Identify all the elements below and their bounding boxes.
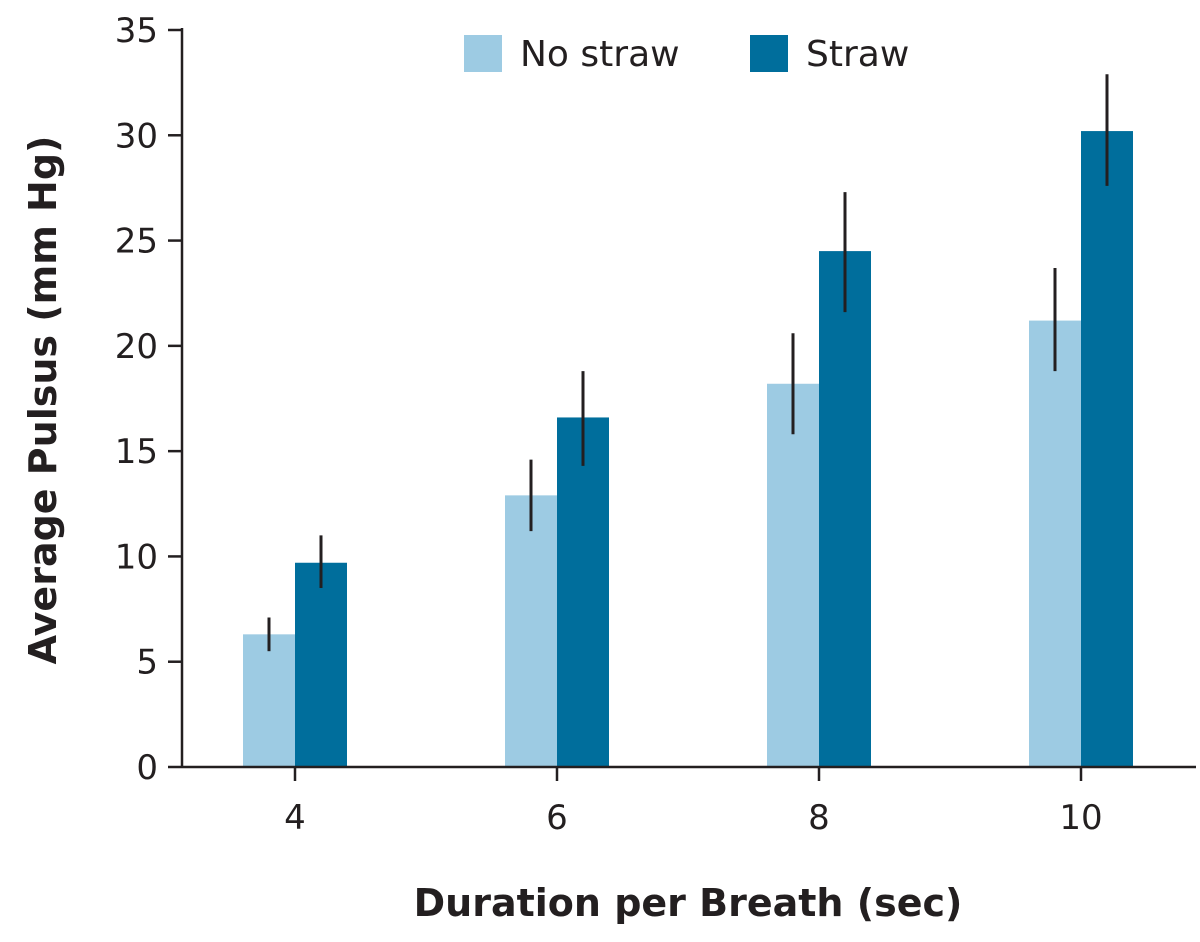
y-tick-label: 30 <box>115 116 158 156</box>
bar-straw-10 <box>1081 131 1133 767</box>
y-axis-ticks: 0 5 10 15 20 25 30 35 <box>115 11 182 788</box>
legend-label-no-straw: No straw <box>520 34 680 75</box>
error-bars-layer <box>267 74 1109 652</box>
y-axis-title: Average Pulsus (mm Hg) <box>21 136 65 665</box>
x-axis-title: Duration per Breath (sec) <box>414 881 963 925</box>
y-tick-label: 10 <box>115 537 158 577</box>
x-tick-label: 4 <box>284 798 306 838</box>
legend: No straw Straw <box>464 34 909 75</box>
x-axis-ticks: 4 6 8 10 <box>284 767 1103 838</box>
bar-no-straw-6 <box>505 495 557 767</box>
y-tick-label: 15 <box>115 432 158 472</box>
bar-no-straw-8 <box>767 383 819 767</box>
y-tick-label: 35 <box>115 11 158 51</box>
y-tick-label: 25 <box>115 222 158 262</box>
legend-label-straw: Straw <box>806 34 909 75</box>
bar-no-straw-10 <box>1029 320 1081 767</box>
bar-no-straw-4 <box>243 634 295 767</box>
bars-layer <box>243 131 1133 768</box>
bar-straw-8 <box>819 251 871 768</box>
legend-swatch-straw <box>750 35 788 72</box>
y-tick-label: 0 <box>136 748 158 788</box>
bar-straw-4 <box>295 562 347 767</box>
bar-straw-6 <box>557 417 609 767</box>
x-tick-label: 10 <box>1059 798 1102 838</box>
y-tick-label: 5 <box>136 643 158 683</box>
y-tick-label: 20 <box>115 327 158 367</box>
x-tick-label: 6 <box>546 798 568 838</box>
legend-swatch-no-straw <box>464 35 502 72</box>
x-tick-label: 8 <box>808 798 830 838</box>
